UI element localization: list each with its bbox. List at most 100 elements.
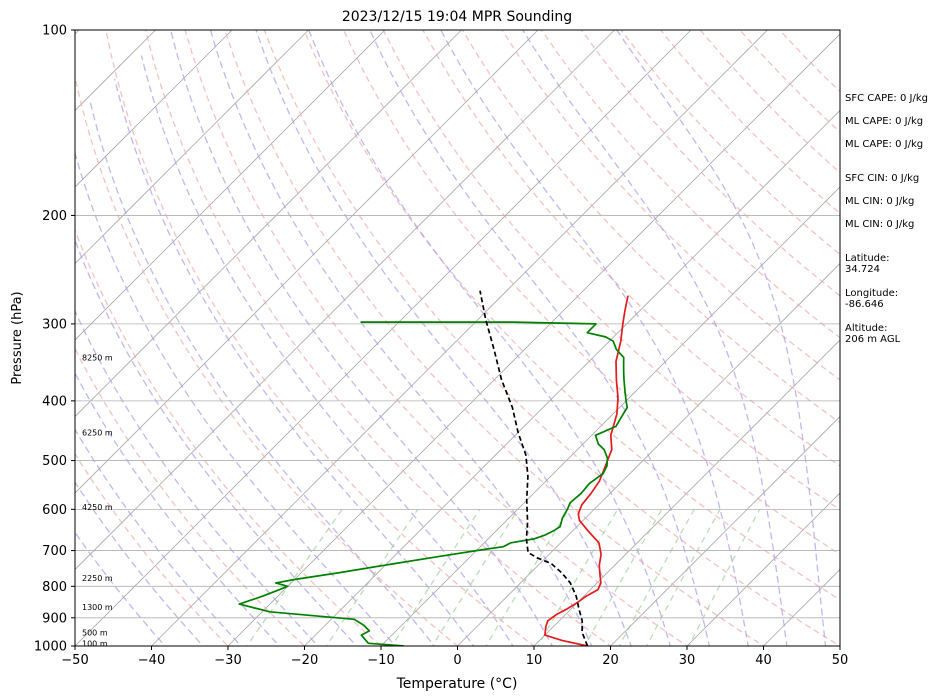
- dry-adiabat-line: [75, 74, 459, 646]
- height-label: 4250 m: [82, 503, 113, 512]
- sfc-cin-text: SFC CIN: 0 J/kg: [845, 173, 920, 184]
- series-line-1: [238, 321, 629, 646]
- mixing-ratio-line: [618, 508, 695, 646]
- dry-adiabat-line: [75, 452, 229, 646]
- isotherm-line: [456, 262, 840, 646]
- moist-adiabat-line: [75, 309, 319, 646]
- y-tick-label: 200: [42, 209, 67, 224]
- height-label: 500 m: [82, 628, 108, 637]
- height-label: 100 m: [82, 639, 108, 648]
- ml-cin-text: ML CIN: 0 J/kg: [845, 196, 915, 207]
- mixing-ratio-line: [584, 508, 663, 646]
- mixing-ratio-line: [431, 508, 519, 646]
- isotherm-line: [75, 30, 615, 571]
- dry-adiabat-line: [382, 30, 840, 511]
- isotherm-line: [150, 30, 768, 646]
- dry-adiabat-line: [75, 228, 382, 646]
- moist-adiabat-line: [75, 531, 166, 646]
- isotherm-line: [303, 109, 840, 646]
- pressure-gridlines: [75, 30, 840, 646]
- dry-adiabat-line: [75, 347, 306, 646]
- y-tick-label: 800: [42, 580, 67, 595]
- x-axis-ticks: −50 −40 −30 −20 −10 0 10 20 30 40 50: [61, 646, 848, 668]
- dry-adiabat-line: [461, 30, 840, 424]
- y-axis-ticks: 100 200 300 400 500 600 700 800 900 1000: [34, 24, 75, 655]
- latitude-label: Latitude:: [845, 253, 890, 264]
- isotherm-line: [609, 415, 840, 646]
- ml-cape-text-2: ML CAPE: 0 J/kg: [845, 139, 924, 150]
- moist-adiabat-line: [522, 30, 788, 646]
- isotherm-line: [75, 30, 462, 418]
- y-tick-label: 1000: [34, 640, 67, 655]
- moist-adiabat-line: [616, 30, 827, 646]
- x-tick-label: −50: [61, 653, 88, 668]
- series-line-2: [479, 290, 589, 646]
- mixing-ratio-line: [325, 508, 419, 646]
- mixing-ratio-line: [537, 508, 619, 646]
- moist-adiabat-line: [209, 30, 593, 646]
- mixing-ratio-line: [391, 508, 481, 646]
- moist-adiabat-line: [255, 30, 632, 646]
- moist-adiabat-line: [75, 371, 281, 646]
- moist-adiabat-line: [140, 55, 514, 646]
- moist-adiabat-line: [369, 30, 710, 646]
- dry-adiabat-line: [105, 30, 536, 646]
- y-tick-label: 600: [42, 503, 67, 518]
- ml-cape-text: ML CAPE: 0 J/kg: [845, 116, 924, 127]
- dry-adiabat-line: [184, 30, 689, 646]
- dry-adiabat-line: [263, 30, 840, 646]
- isotherm-line: [0, 30, 3, 659]
- x-tick-label: 20: [602, 653, 619, 668]
- mixing-ratio-line: [688, 508, 761, 646]
- ml-cin-text-2: ML CIN: 0 J/kg: [845, 219, 915, 230]
- y-tick-label: 300: [42, 317, 67, 332]
- height-label: 6250 m: [82, 428, 113, 437]
- height-label: 1300 m: [82, 603, 113, 612]
- isotherm-line: [686, 492, 840, 646]
- mixing-ratio-line: [645, 508, 721, 646]
- moist-adiabat-line: [113, 78, 475, 646]
- isotherm-line: [227, 33, 840, 646]
- x-tick-label: 50: [832, 653, 849, 668]
- background-lines: [0, 30, 840, 659]
- sounding-series: [238, 290, 629, 646]
- moist-adiabat-line: [75, 481, 204, 646]
- x-tick-label: −40: [138, 653, 165, 668]
- x-tick-label: −20: [291, 653, 318, 668]
- height-label: 8250 m: [82, 353, 113, 362]
- x-axis-label: Temperature (°C): [396, 676, 518, 692]
- moist-adiabat-line: [170, 30, 554, 646]
- height-labels: 100 m 500 m 1300 m 2250 m 4250 m 6250 m 8250 m: [82, 353, 113, 648]
- height-label: 2250 m: [82, 574, 113, 583]
- dry-adiabat-line: [343, 30, 840, 556]
- isotherm-line: [75, 30, 539, 494]
- latitude-value: 34.724: [845, 264, 880, 275]
- dry-adiabat-line: [224, 30, 765, 646]
- moist-adiabat-line: [89, 100, 436, 646]
- y-tick-label: 100: [42, 24, 67, 39]
- x-tick-label: −30: [214, 653, 241, 668]
- x-tick-label: 0: [453, 653, 461, 668]
- y-tick-label: 900: [42, 611, 67, 626]
- dry-adiabat-line: [144, 30, 612, 646]
- dry-adiabat-line: [303, 30, 840, 601]
- x-tick-label: 10: [526, 653, 543, 668]
- series-line-0: [544, 295, 629, 646]
- sfc-cape-text: SFC CAPE: 0 J/kg: [845, 93, 928, 104]
- dry-adiabat-line: [422, 30, 840, 467]
- moist-adiabat-line: [75, 150, 397, 646]
- dry-adiabat-line: [501, 30, 840, 381]
- y-tick-label: 500: [42, 454, 67, 469]
- y-axis-label: Pressure (hPa): [10, 291, 25, 384]
- x-tick-label: 40: [755, 653, 772, 668]
- x-tick-label: −10: [367, 653, 394, 668]
- x-tick-label: 30: [679, 653, 696, 668]
- altitude-label: Altitude:: [845, 323, 888, 334]
- mixing-ratio-line: [485, 508, 570, 646]
- altitude-value: 206 m AGL: [845, 334, 901, 345]
- isotherm-line: [75, 30, 692, 646]
- chart-title: 2023/12/15 19:04 MPR Sounding: [342, 9, 572, 25]
- mixing-ratio-line: [246, 508, 343, 646]
- isotherm-line: [533, 339, 840, 646]
